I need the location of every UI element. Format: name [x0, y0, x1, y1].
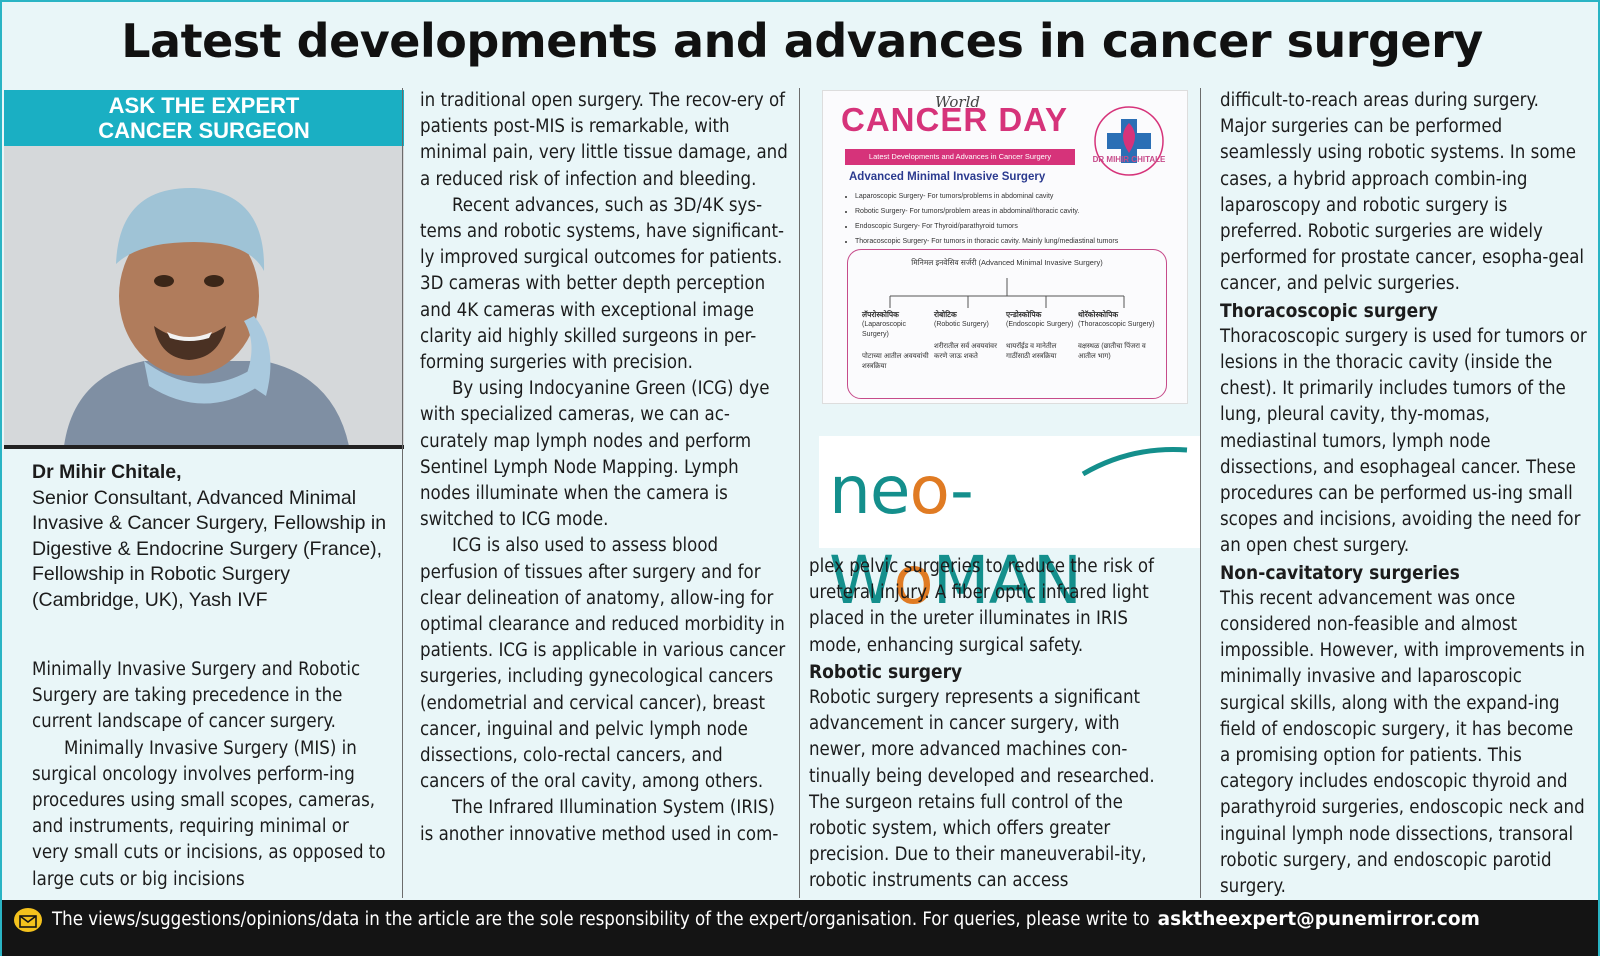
- swoosh-icon: [1081, 447, 1188, 477]
- ask-the-expert-banner: ASK THE EXPERT CANCER SURGEON: [4, 90, 404, 146]
- paragraph: Robotic surgery represents a significant…: [809, 687, 1155, 892]
- paragraph: in traditional open surgery. The recov-e…: [420, 90, 788, 190]
- brand-o: o: [909, 452, 951, 529]
- branch-marathi: एन्डोस्कोपिक: [1006, 310, 1042, 319]
- branch-marathi: लॅपरोस्कोपिक: [862, 310, 899, 319]
- poster-diagram: मिनिमल इनवेसिव सर्जरी (Advanced Minimal …: [847, 249, 1167, 399]
- paragraph: plex pelvic surgeries to reduce the risk…: [809, 556, 1154, 656]
- photo-divider: [4, 445, 404, 449]
- diagram-branch: रोबोटिक (Robotic Surgery) शरीरातील सर्व …: [934, 310, 1002, 362]
- paragraph: difficult-to-reach areas during surgery.…: [1220, 90, 1585, 295]
- poster-subtitle: Advanced Minimal Invasive Surgery: [849, 171, 1046, 183]
- headline: Latest developments and advances in canc…: [121, 14, 1483, 68]
- paragraph: ICG is also used to assess blood perfusi…: [420, 535, 786, 793]
- diagram-title: मिनिमल इनवेसिव सर्जरी (Advanced Minimal …: [911, 258, 1103, 267]
- expert-byline: Dr Mihir Chitale, Senior Consultant, Adv…: [32, 460, 392, 613]
- branch-description: वक्षस्थळ (छातीचा पिंजरा व आतील भाग): [1078, 343, 1146, 360]
- neo-woman-ad: neo-WoMAN: [819, 436, 1201, 619]
- ribbon-cross-logo-icon: [1094, 106, 1164, 176]
- paragraph: The Infrared Illumination System (IRIS) …: [420, 797, 779, 845]
- poster-bullet: Robotic Surgery- For tumors/problem area…: [855, 204, 1185, 219]
- footer-email-link[interactable]: asktheexpert@punemirror.com: [1157, 909, 1480, 930]
- neo-woman-logo: neo-WoMAN: [829, 446, 1201, 626]
- branch-english: (Robotic Surgery): [934, 321, 989, 328]
- poster-bullet: Endoscopic Surgery- For Thyroid/parathyr…: [855, 219, 1185, 234]
- diagram-branch: लॅपरोस्कोपिक (Laparoscopic Surgery) पोटा…: [862, 310, 930, 372]
- article-column-4: difficult-to-reach areas during surgery.…: [1220, 88, 1588, 900]
- diagram-connectors: [889, 278, 1125, 308]
- brand-part: -W: [829, 452, 974, 619]
- article-column-2: in traditional open surgery. The recov-e…: [420, 88, 788, 848]
- expert-photo: [4, 146, 404, 446]
- paragraph: Minimally Invasive Surgery and Robotic S…: [32, 659, 361, 733]
- brand-o: o: [893, 542, 933, 619]
- brand-part: MAN: [932, 542, 1082, 619]
- world-cancer-day-poster: World CANCER DAY Latest Developments and…: [822, 90, 1188, 404]
- branch-description: पोटाच्या आतील अवयवांची शस्त्रक्रिया: [862, 353, 929, 370]
- footer-text-line: The views/suggestions/opinions/data in t…: [52, 900, 1480, 940]
- poster-title: CANCER DAY: [841, 101, 1068, 138]
- branch-description: थायरॉईड व मानेतील गाठींसाठी शस्त्रक्रिया: [1006, 343, 1057, 360]
- poster-bullet: Thoracoscopic Surgery- For tumors in tho…: [855, 234, 1185, 249]
- paragraph: This recent advancement was once conside…: [1220, 587, 1585, 898]
- section-heading: Robotic surgery: [809, 660, 963, 683]
- branch-marathi: रोबोटिक: [934, 310, 957, 319]
- brand-part: ne: [829, 452, 910, 529]
- mail-icon: [14, 908, 42, 932]
- surgeon-portrait: [4, 146, 404, 446]
- branch-description: शरीरातील सर्व अवयवांवर करणे जाऊ शकते: [934, 343, 997, 360]
- expert-name: Dr Mihir Chitale,: [32, 461, 182, 483]
- column-rule: [799, 88, 800, 898]
- branch-marathi: थोरॅकोस्कोपिक: [1078, 310, 1119, 319]
- poster-logo-name: DR MIHIR CHITALE: [1092, 155, 1166, 164]
- expert-credentials: Senior Consultant, Advanced Minimal Inva…: [32, 486, 387, 611]
- poster-world-label: World: [935, 93, 980, 111]
- banner-line-1: ASK THE EXPERT: [108, 93, 300, 118]
- branch-english: (Thoracoscopic Surgery): [1078, 321, 1155, 328]
- column-rule: [402, 88, 403, 898]
- paragraph: Minimally Invasive Surgery (MIS) in surg…: [32, 737, 386, 890]
- footer-disclaimer: The views/suggestions/opinions/data in t…: [2, 900, 1598, 956]
- diagram-branch: एन्डोस्कोपिक (Endoscopic Surgery) थायरॉई…: [1006, 310, 1074, 362]
- article-column-1: Minimally Invasive Surgery and Robotic S…: [32, 657, 388, 893]
- poster-bullet: Laparoscopic Surgery- For tumors/problem…: [855, 189, 1185, 204]
- paragraph: Recent advances, such as 3D/4K sys-tems …: [420, 194, 784, 374]
- branch-english: (Endoscopic Surgery): [1006, 321, 1074, 328]
- paragraph: Thoracoscopic surgery is used for tumors…: [1220, 325, 1587, 557]
- column-rule: [1200, 88, 1201, 898]
- section-heading: Thoracoscopic surgery: [1220, 299, 1438, 322]
- diagram-branch: थोरॅकोस्कोपिक (Thoracoscopic Surgery) वक…: [1078, 310, 1160, 362]
- branch-english: (Laparoscopic Surgery): [862, 321, 906, 338]
- section-heading: Non-cavitatory surgeries: [1220, 561, 1460, 584]
- article-column-3: plex pelvic surgeries to reduce the risk…: [809, 554, 1179, 895]
- poster-bullet-list: Laparoscopic Surgery- For tumors/problem…: [843, 189, 1185, 249]
- banner-line-2: CANCER SURGEON: [98, 118, 310, 143]
- poster-strip: Latest Developments and Advances in Canc…: [845, 149, 1075, 165]
- paragraph: By using Indocyanine Green (ICG) dye wit…: [420, 378, 770, 531]
- footer-text: The views/suggestions/opinions/data in t…: [52, 909, 1150, 930]
